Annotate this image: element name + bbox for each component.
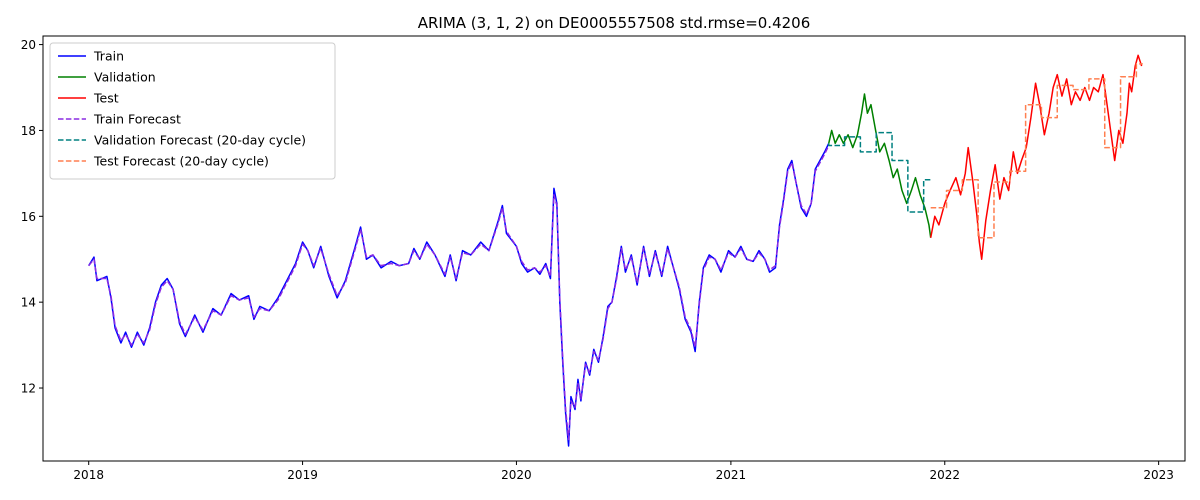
legend-label: Train <box>93 49 124 64</box>
series-line-validation <box>828 93 932 238</box>
x-tick-label: 2023 <box>1143 468 1174 482</box>
x-tick-label: 2022 <box>929 468 960 482</box>
y-tick-label: 20 <box>21 38 36 52</box>
y-tick-label: 18 <box>21 124 36 138</box>
series-line-test-forecast-20-day-cycle <box>930 63 1143 239</box>
series-line-train <box>88 142 830 447</box>
plot-series <box>88 54 1143 447</box>
x-tick-label: 2021 <box>716 468 747 482</box>
y-tick-label: 12 <box>21 382 36 396</box>
legend-label: Validation <box>94 70 156 85</box>
y-axis: 12 14 16 18 20 <box>21 38 43 396</box>
series-line-train-forecast <box>88 145 830 441</box>
legend: Train Validation Test Train Forecast Validat… <box>49 42 336 180</box>
x-tick-label: 2020 <box>501 468 532 482</box>
x-tick-label: 2019 <box>287 468 318 482</box>
legend-label: Test Forecast (20-day cycle) <box>93 154 269 169</box>
chart-title: ARIMA (3, 1, 2) on DE0005557508 std.rmse… <box>418 14 811 32</box>
legend-label: Test <box>93 91 119 106</box>
legend-box <box>49 42 336 180</box>
y-tick-label: 16 <box>21 210 36 224</box>
plot-frame <box>42 35 1186 462</box>
legend-label: Train Forecast <box>93 112 181 127</box>
x-axis: 2018 2019 2020 2021 2022 2023 <box>73 461 1174 482</box>
x-tick-label: 2018 <box>73 468 104 482</box>
legend-label: Validation Forecast (20-day cycle) <box>94 133 306 148</box>
series-line-test <box>929 54 1143 260</box>
series-line-validation-forecast-20-day-cycle <box>828 131 932 213</box>
y-tick-label: 14 <box>21 296 36 310</box>
